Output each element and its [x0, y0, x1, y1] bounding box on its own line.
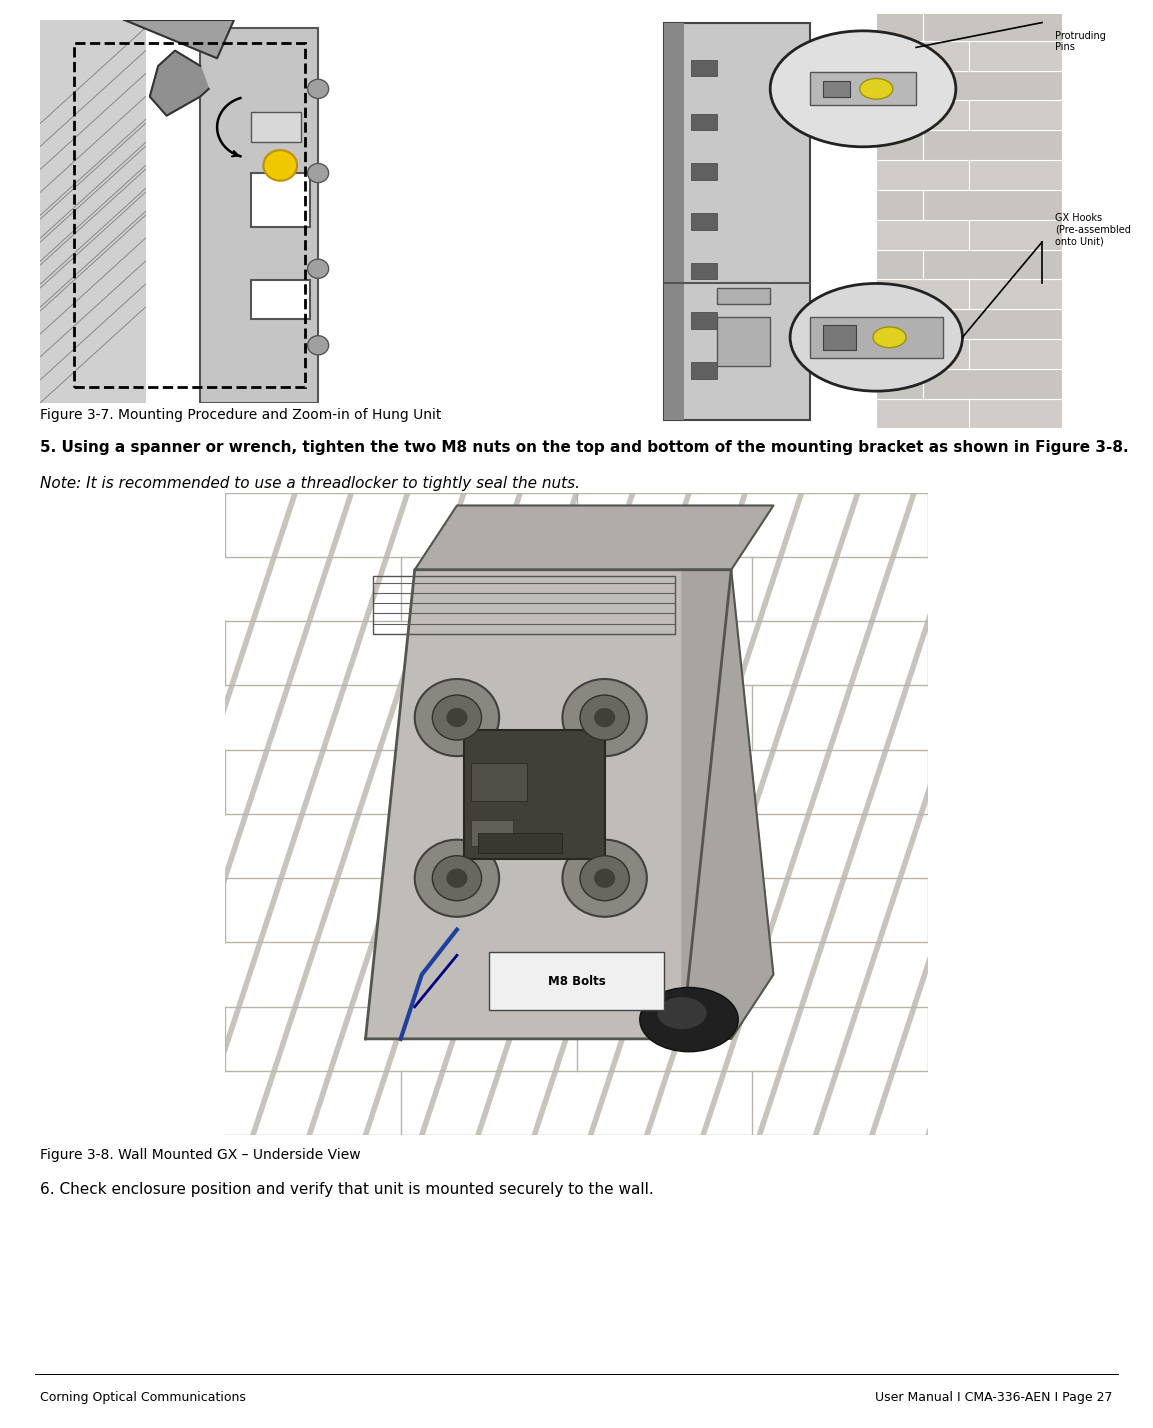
Ellipse shape: [657, 997, 707, 1030]
Text: 5. Using a spanner or wrench, tighten the two M8 nuts on the top and bottom of t: 5. Using a spanner or wrench, tighten th…: [40, 440, 1129, 456]
Bar: [876, 338, 1062, 368]
Circle shape: [594, 868, 616, 888]
Circle shape: [415, 840, 499, 917]
Circle shape: [432, 855, 482, 901]
Bar: [809, 317, 943, 358]
Bar: [691, 213, 717, 230]
Bar: [470, 820, 513, 845]
Bar: [876, 100, 1062, 130]
Bar: [717, 287, 770, 304]
Circle shape: [860, 79, 892, 99]
Text: Note: It is recommended to use a threadlocker to tightly seal the nuts.: Note: It is recommended to use a threadl…: [40, 476, 580, 491]
Text: Figure 3-8. Wall Mounted GX – Underside View: Figure 3-8. Wall Mounted GX – Underside …: [40, 1148, 361, 1162]
Bar: [691, 313, 717, 328]
Bar: [691, 114, 717, 130]
Text: GX Hooks
(Pre-assembled
onto Unit): GX Hooks (Pre-assembled onto Unit): [1055, 213, 1131, 246]
Circle shape: [563, 840, 647, 917]
Bar: [478, 833, 563, 853]
Bar: [876, 190, 1062, 220]
Text: Corning Optical Communications: Corning Optical Communications: [40, 1391, 247, 1404]
Bar: [876, 280, 1062, 308]
Polygon shape: [366, 570, 731, 1040]
Bar: [876, 308, 1062, 338]
Ellipse shape: [640, 988, 738, 1051]
Bar: [876, 11, 1062, 41]
Polygon shape: [40, 20, 145, 403]
Bar: [809, 84, 876, 106]
Bar: [876, 398, 1062, 428]
Bar: [691, 363, 717, 378]
Circle shape: [790, 283, 963, 391]
Bar: [664, 23, 684, 420]
FancyBboxPatch shape: [489, 952, 664, 1010]
Bar: [664, 23, 809, 420]
Bar: [876, 368, 1062, 398]
Text: M8 Bolts: M8 Bolts: [548, 974, 605, 988]
Bar: [717, 317, 770, 367]
Bar: [809, 73, 917, 106]
Bar: [470, 763, 527, 801]
Circle shape: [563, 678, 647, 757]
Bar: [201, 27, 318, 403]
Ellipse shape: [308, 163, 329, 183]
Bar: [876, 70, 1062, 100]
Polygon shape: [415, 506, 774, 570]
Bar: [876, 41, 1062, 70]
Bar: [691, 163, 717, 180]
Text: Protruding
Pins: Protruding Pins: [1055, 31, 1106, 53]
Ellipse shape: [308, 260, 329, 278]
Circle shape: [415, 678, 499, 757]
Bar: [372, 575, 675, 634]
Bar: [251, 280, 310, 318]
Ellipse shape: [308, 336, 329, 356]
Bar: [876, 250, 1062, 280]
Bar: [251, 111, 301, 143]
Circle shape: [432, 695, 482, 740]
Circle shape: [263, 150, 297, 181]
Text: Figure 3-7. Mounting Procedure and Zoom-in of Hung Unit: Figure 3-7. Mounting Procedure and Zoom-…: [40, 408, 442, 423]
Circle shape: [446, 868, 467, 888]
Polygon shape: [683, 570, 774, 1040]
Bar: [74, 43, 306, 387]
Text: 6. Check enclosure position and verify that unit is mounted securely to the wall: 6. Check enclosure position and verify t…: [40, 1182, 654, 1198]
Polygon shape: [125, 20, 234, 59]
Bar: [823, 326, 857, 350]
Bar: [876, 130, 1062, 160]
Circle shape: [873, 327, 906, 347]
Bar: [251, 173, 310, 227]
Ellipse shape: [308, 80, 329, 99]
Text: User Manual I CMA-336-AEN I Page 27: User Manual I CMA-336-AEN I Page 27: [875, 1391, 1113, 1404]
Bar: [876, 160, 1062, 190]
Bar: [691, 263, 717, 280]
Circle shape: [594, 708, 616, 727]
Bar: [809, 317, 876, 337]
Circle shape: [770, 31, 956, 147]
Bar: [823, 80, 850, 97]
Bar: [691, 60, 717, 76]
Bar: [464, 731, 604, 858]
Circle shape: [580, 695, 630, 740]
Circle shape: [446, 708, 467, 727]
Bar: [876, 220, 1062, 250]
Polygon shape: [150, 50, 209, 116]
Circle shape: [580, 855, 630, 901]
